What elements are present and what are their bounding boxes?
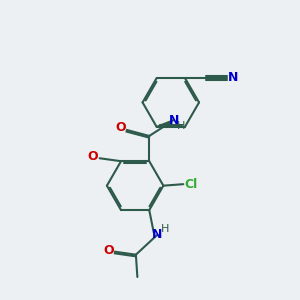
Text: N: N (228, 71, 238, 85)
Text: O: O (88, 150, 98, 163)
Text: N: N (152, 228, 163, 241)
Text: O: O (103, 244, 114, 257)
Text: Cl: Cl (185, 178, 198, 191)
Text: N: N (168, 114, 179, 127)
Text: O: O (115, 122, 126, 134)
Text: H: H (161, 224, 169, 234)
Text: H: H (177, 121, 185, 131)
